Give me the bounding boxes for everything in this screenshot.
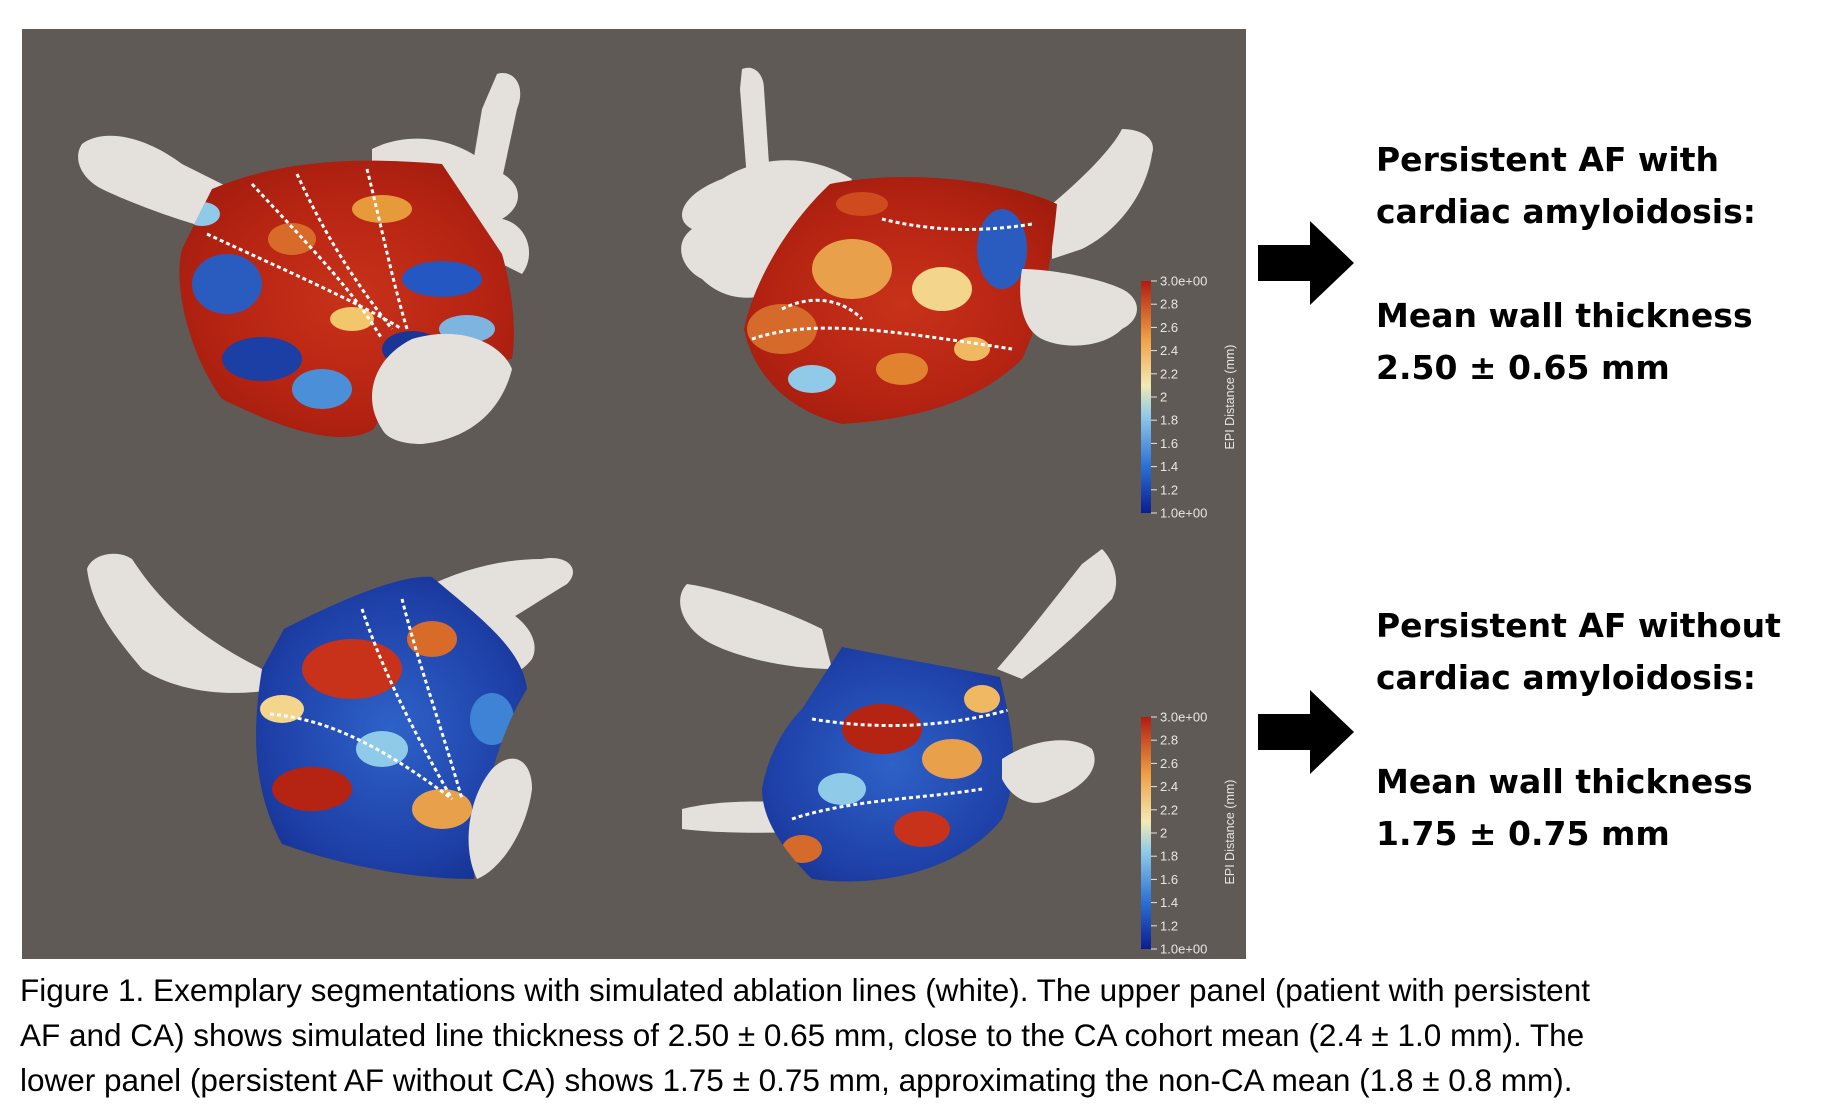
colorbar-bottom-ramp xyxy=(1141,717,1151,949)
colorbar-bottom-title: EPI Distance (mm) xyxy=(1223,780,1237,885)
colorbar-tick-label: 2.4 xyxy=(1160,343,1178,358)
caption-line: AF and CA) shows simulated line thicknes… xyxy=(20,1017,1585,1053)
colorbar-tick-label: 1.6 xyxy=(1160,436,1178,451)
caption-line: lower panel (persistent AF without CA) s… xyxy=(20,1062,1573,1098)
colorbar-tick-label: 2.2 xyxy=(1160,802,1178,817)
arrow-right-icon xyxy=(1258,690,1354,774)
colorbar-tick-label: 2.8 xyxy=(1160,297,1178,312)
colorbar-top-ramp xyxy=(1141,281,1151,513)
colorbar-tick-label: 2.2 xyxy=(1160,366,1178,381)
heart-model-top-left xyxy=(78,73,530,444)
panel-heading-line1: Persistent AF without xyxy=(1376,606,1781,645)
panel-heading-line2: cardiac amyloidosis: xyxy=(1376,192,1756,231)
colorbar-tick-label: 1.8 xyxy=(1160,849,1178,864)
metric-value: 1.75 ± 0.75 mm xyxy=(1376,814,1670,853)
colorbar-top: 3.0e+002.82.62.42.221.81.61.41.21.0e+00 … xyxy=(1141,274,1237,521)
caption-line: Figure 1. Exemplary segmentations with s… xyxy=(20,972,1590,1008)
colorbar-tick-label: 2 xyxy=(1160,390,1167,405)
metric-label: Mean wall thickness xyxy=(1376,296,1753,335)
colorbar-bottom: 3.0e+002.82.62.42.221.81.61.41.21.0e+00 … xyxy=(1141,710,1237,957)
colorbar-tick-label: 1.0e+00 xyxy=(1160,506,1207,521)
colorbar-tick-label: 2.6 xyxy=(1160,320,1178,335)
panel-heading-line2: cardiac amyloidosis: xyxy=(1376,658,1756,697)
colorbar-tick-label: 2 xyxy=(1160,826,1167,841)
colorbar-tick-label: 3.0e+00 xyxy=(1160,710,1207,725)
colorbar-tick-label: 3.0e+00 xyxy=(1160,274,1207,289)
segmentation-figure: 3.0e+002.82.62.42.221.81.61.41.21.0e+00 … xyxy=(22,29,1246,959)
heart-model-bottom-left xyxy=(87,553,573,879)
metric-value: 2.50 ± 0.65 mm xyxy=(1376,348,1670,387)
colorbar-tick-label: 1.6 xyxy=(1160,872,1178,887)
colorbar-tick-label: 2.6 xyxy=(1160,756,1178,771)
metric-label: Mean wall thickness xyxy=(1376,762,1753,801)
colorbar-tick-label: 2.8 xyxy=(1160,733,1178,748)
render-viewport xyxy=(22,29,1246,959)
colorbar-tick-label: 1.8 xyxy=(1160,413,1178,428)
panel-label-bottom: Persistent AF without cardiac amyloidosi… xyxy=(1376,600,1781,860)
colorbar-tick-label: 2.4 xyxy=(1160,779,1178,794)
panel-heading-line1: Persistent AF with xyxy=(1376,140,1719,179)
heart-model-top-middle xyxy=(681,67,1153,424)
panel-label-top: Persistent AF with cardiac amyloidosis: … xyxy=(1376,134,1756,394)
colorbar-tick-label: 1.4 xyxy=(1160,459,1178,474)
colorbar-tick-label: 1.2 xyxy=(1160,482,1178,497)
colorbar-top-title: EPI Distance (mm) xyxy=(1223,345,1237,450)
colorbar-tick-label: 1.2 xyxy=(1160,918,1178,933)
colorbar-tick-label: 1.4 xyxy=(1160,895,1178,910)
figure-caption: Figure 1. Exemplary segmentations with s… xyxy=(20,968,1810,1103)
arrow-right-icon xyxy=(1258,221,1354,305)
colorbar-tick-label: 1.0e+00 xyxy=(1160,942,1207,957)
